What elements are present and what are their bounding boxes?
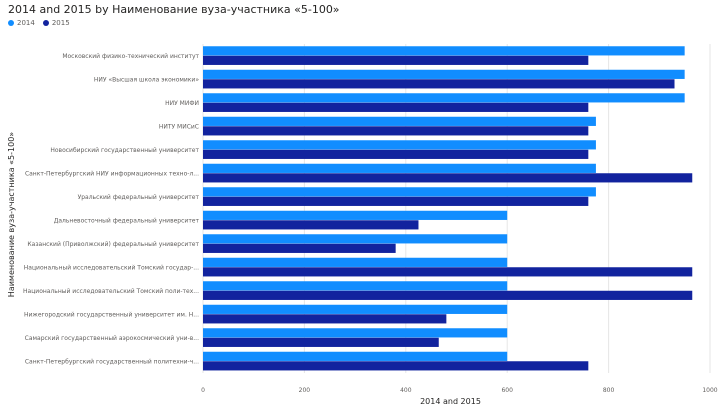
bar-2014-13[interactable] — [203, 328, 508, 338]
bar-2014-9[interactable] — [203, 234, 508, 244]
bar-2015-1[interactable] — [203, 55, 589, 65]
x-axis-title: 2014 and 2015 — [420, 397, 481, 406]
bar-2015-6[interactable] — [203, 173, 693, 183]
bar-2014-6[interactable] — [203, 163, 596, 173]
category-label: Санкт-Петербургский НИУ информационных т… — [25, 170, 199, 177]
bar-2014-3[interactable] — [203, 93, 685, 103]
bar-2014-5[interactable] — [203, 140, 596, 150]
legend-marker-2015 — [42, 20, 49, 26]
category-label: Московский физико-технический институт — [62, 53, 199, 60]
x-tick-label: 800 — [603, 387, 615, 394]
category-label: Уральский федеральный университет — [78, 194, 200, 201]
category-label: Санкт-Петербургский государственный поли… — [25, 358, 199, 365]
y-axis-title: Наименование вуза-участника «5-100» — [7, 132, 16, 297]
chart-legend: 2014 2015 — [8, 19, 78, 27]
category-label: Самарский государственный аэрокосмически… — [25, 335, 199, 342]
category-label: Национальный исследовательский Томский г… — [24, 264, 199, 271]
bar-2015-5[interactable] — [203, 149, 589, 159]
category-label: Национальный исследовательский Томский п… — [23, 288, 199, 295]
bar-2015-14[interactable] — [203, 361, 589, 371]
category-label: Нижегородский государственный университе… — [24, 311, 199, 318]
bar-2014-4[interactable] — [203, 116, 596, 126]
x-tick-label: 1000 — [702, 387, 717, 394]
category-label: НИТУ МИСиС — [159, 123, 199, 130]
bar-2014-2[interactable] — [203, 69, 685, 79]
bar-2015-8[interactable] — [203, 220, 419, 230]
bar-2014-11[interactable] — [203, 281, 508, 291]
x-tick-label: 600 — [501, 387, 513, 394]
bar-2014-14[interactable] — [203, 351, 508, 361]
category-label: Новосибирский государственный университе… — [50, 147, 199, 154]
bar-2015-11[interactable] — [203, 290, 693, 300]
category-label: Дальневосточный федеральный университет — [54, 217, 200, 224]
legend-label-2015: 2015 — [51, 19, 70, 27]
bar-2015-9[interactable] — [203, 243, 396, 253]
x-tick-label: 200 — [299, 387, 311, 394]
category-label: Казанский (Приволжский) федеральный унив… — [27, 241, 199, 248]
bar-2015-4[interactable] — [203, 126, 589, 136]
bar-2014-1[interactable] — [203, 46, 685, 56]
bar-2015-2[interactable] — [203, 79, 675, 89]
bar-2015-13[interactable] — [203, 337, 439, 347]
bar-2014-8[interactable] — [203, 210, 508, 220]
category-label: НИУ «Высшая школа экономики» — [94, 76, 199, 83]
bar-2015-7[interactable] — [203, 196, 589, 206]
legend-item-2014[interactable]: 2014 — [8, 19, 35, 27]
chart-title: 2014 and 2015 by Наименование вуза-участ… — [8, 3, 340, 16]
bar-2014-10[interactable] — [203, 257, 508, 267]
legend-item-2015[interactable]: 2015 — [42, 19, 70, 27]
legend-label-2014: 2014 — [17, 19, 35, 27]
bar-2015-12[interactable] — [203, 314, 447, 324]
bar-2015-3[interactable] — [203, 102, 589, 112]
x-tick-label: 400 — [400, 387, 412, 394]
bar-2014-12[interactable] — [203, 304, 508, 314]
x-tick-label: 0 — [201, 387, 205, 394]
legend-marker-2014 — [8, 20, 14, 26]
bar-2015-10[interactable] — [203, 267, 693, 277]
bar-2014-7[interactable] — [203, 187, 596, 197]
category-label: НИУ МИФИ — [165, 100, 199, 107]
